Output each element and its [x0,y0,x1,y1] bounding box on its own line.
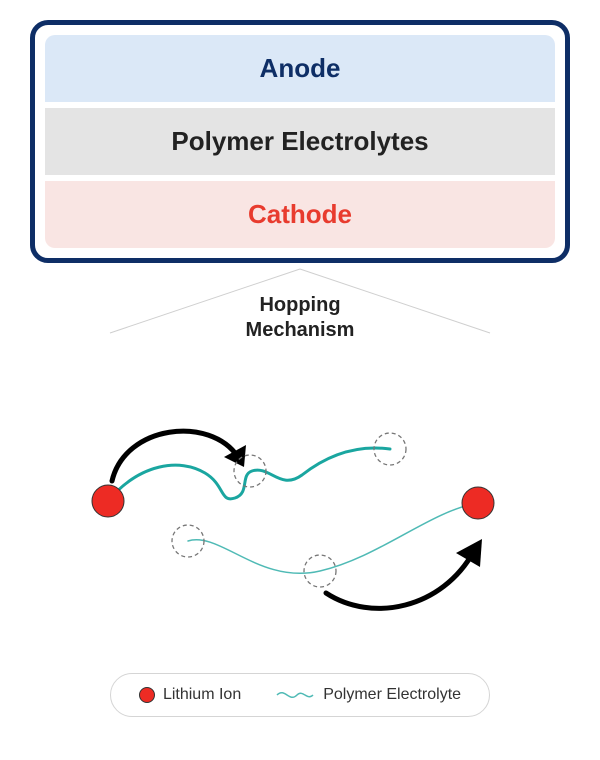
legend-polymer: Polymer Electrolyte [275,686,461,704]
lithium-ion-icon [139,687,155,703]
hop-arrow [112,431,238,481]
lithium-ion [92,485,124,517]
hopping-svg [30,353,570,653]
legend-lithium-label: Lithium Ion [163,686,241,704]
legend-lithium: Lithium Ion [139,686,241,704]
mechanism-title-line1: Hopping [259,294,340,316]
battery-schematic: Anode Polymer Electrolytes Cathode [30,20,570,263]
layer-cathode: Cathode [45,181,555,248]
mechanism-title-line2: Mechanism [246,319,355,341]
layer-anode: Anode [45,35,555,102]
legend: Lithium Ion Polymer Electrolyte [110,673,490,717]
layer-polymer: Polymer Electrolytes [45,108,555,175]
hopping-diagram [30,353,570,653]
polymer-chain [188,503,478,573]
lithium-ion [462,487,494,519]
connector-region: Hopping Mechanism [30,263,570,353]
legend-polymer-label: Polymer Electrolyte [323,686,461,704]
polymer-chain [108,448,390,501]
mechanism-title: Hopping Mechanism [246,293,355,343]
hop-arrow [326,551,474,608]
polymer-wave-icon [275,687,315,703]
